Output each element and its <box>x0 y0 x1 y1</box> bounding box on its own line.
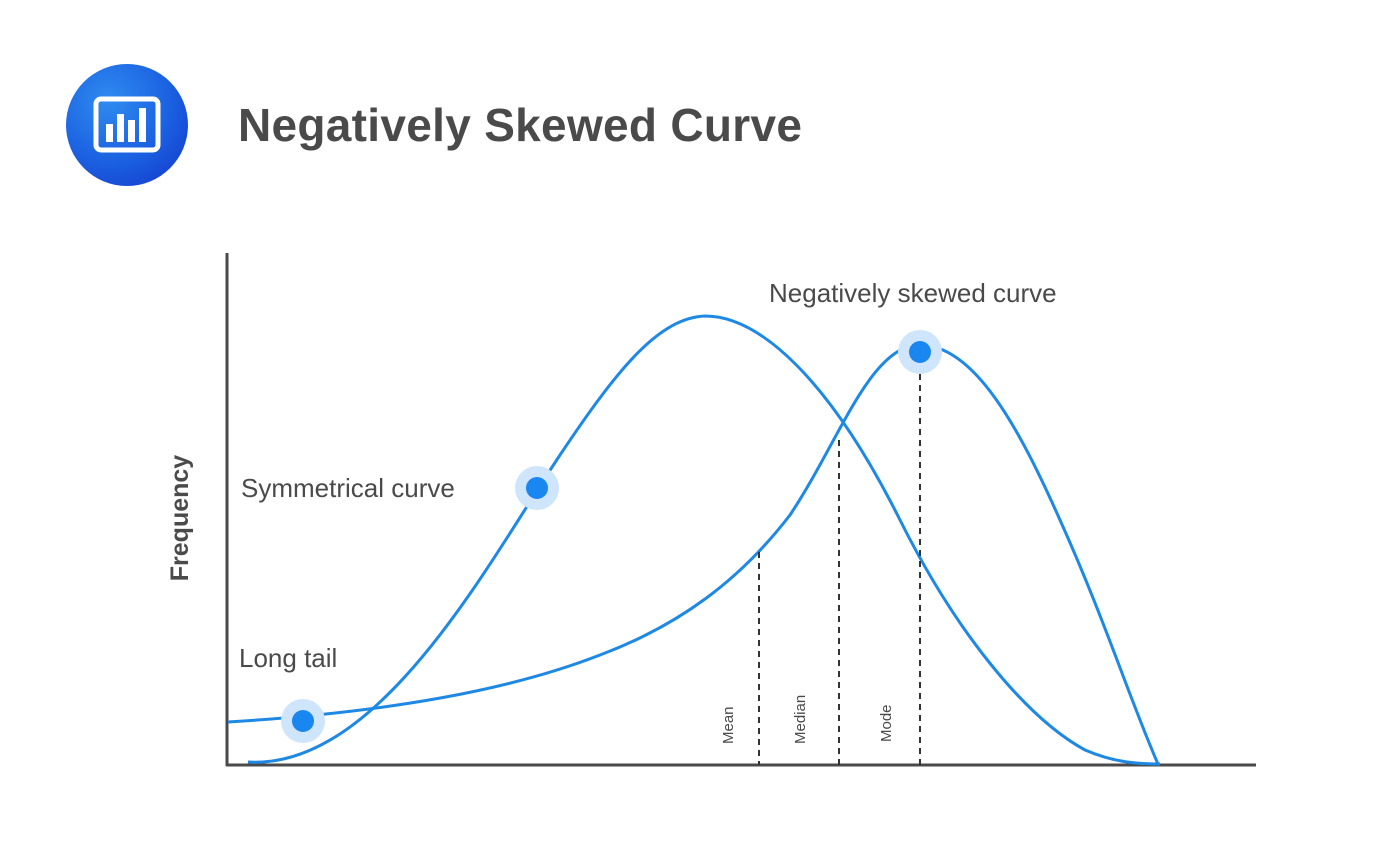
bar-chart-icon <box>93 96 161 153</box>
peak-dot <box>898 330 942 374</box>
symmetrical-label: Symmetrical curve <box>241 473 455 503</box>
symmetrical-dot <box>515 466 559 510</box>
median-label: Median <box>792 695 809 744</box>
long-tail-dot <box>281 699 325 743</box>
mean-label: Mean <box>720 706 737 744</box>
mode-label: Mode <box>878 704 895 742</box>
logo-badge <box>66 64 188 186</box>
long-tail-label: Long tail <box>239 643 337 673</box>
negatively-skewed-label: Negatively skewed curve <box>769 278 1057 308</box>
y-axis-label: Frequency <box>166 455 194 582</box>
negatively-skewed-curve <box>227 343 1160 765</box>
page-title: Negatively Skewed Curve <box>238 99 803 151</box>
symmetrical-curve <box>247 314 1161 766</box>
